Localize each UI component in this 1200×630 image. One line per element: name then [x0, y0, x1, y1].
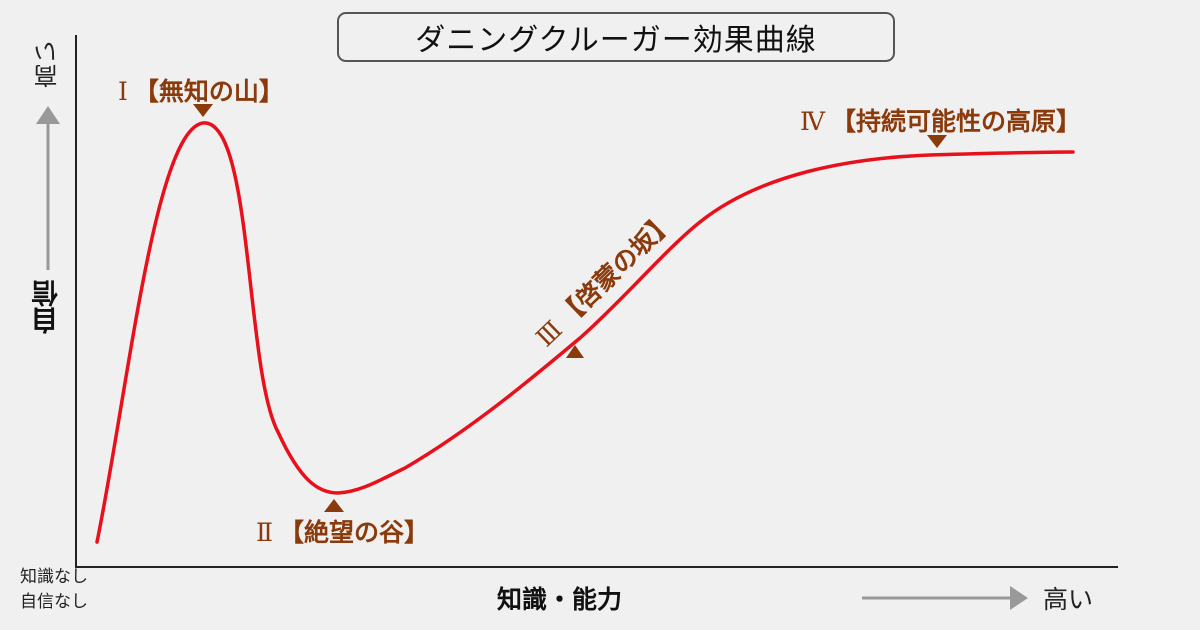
stage-1-name: 【無知の山】 [133, 77, 284, 106]
y-axis-high-label: 高い [34, 40, 62, 88]
stage-2-name: 【絶望の谷】 [279, 518, 430, 547]
stage-4-marker-icon [927, 135, 947, 148]
y-axis-label: 自信 [32, 280, 63, 334]
y-arrow-head-icon [36, 106, 60, 124]
x-arrow-head-icon [1010, 586, 1028, 610]
confidence-curve [95, 121, 1075, 544]
stage-3-marker-icon [566, 345, 584, 358]
diagram-title: ダニングクルーガー効果曲線 [337, 12, 895, 62]
stage-1-label: Ⅰ 【無知の山】 [118, 72, 284, 108]
origin-label-knowledge: 知識なし [20, 567, 88, 587]
x-axis-high-label: 高い [1043, 585, 1094, 614]
stage-1-marker-icon [193, 104, 213, 117]
stage-2-numeral: Ⅱ [256, 518, 273, 547]
origin-label-confidence: 自信なし [20, 592, 88, 612]
stage-1-numeral: Ⅰ [118, 77, 128, 106]
stage-4-numeral: Ⅳ [800, 107, 825, 136]
stage-4-name: 【持続可能性の高原】 [830, 107, 1081, 136]
stage-2-label: Ⅱ 【絶望の谷】 [256, 513, 429, 549]
stage-2-marker-icon [324, 499, 344, 512]
x-axis-label: 知識・能力 [497, 585, 623, 614]
stage-4-label: Ⅳ 【持続可能性の高原】 [800, 102, 1081, 138]
